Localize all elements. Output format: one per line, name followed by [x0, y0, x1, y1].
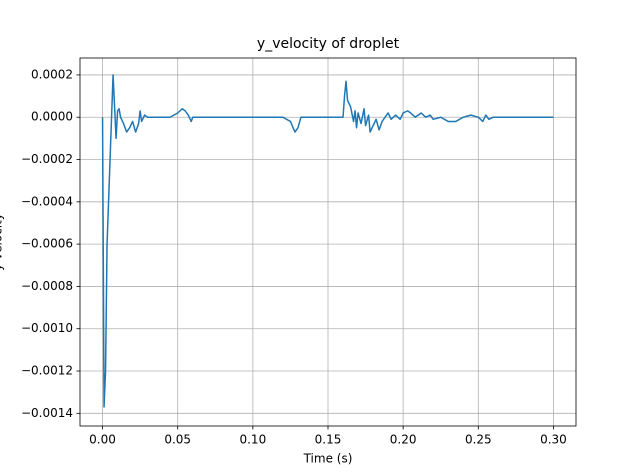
x-tick-label: 0.15	[315, 433, 342, 447]
y-tick-label: −0.0014	[21, 406, 73, 420]
x-tick-label: 0.30	[540, 433, 567, 447]
y-tick-label: −0.0004	[21, 194, 73, 208]
x-tick-label: 0.00	[89, 433, 116, 447]
y-tick-label: −0.0008	[21, 279, 73, 293]
x-tick-label: 0.05	[164, 433, 191, 447]
y-tick-label: −0.0006	[21, 237, 73, 251]
plot-frame	[79, 57, 577, 427]
y-tick-label: −0.0002	[21, 152, 73, 166]
y-axis-label: y velocity	[0, 213, 5, 271]
y-tick-label: −0.0012	[21, 364, 73, 378]
x-axis-label: Time (s)	[303, 452, 353, 466]
y-tick-label: 0.0000	[31, 110, 73, 124]
x-tick-label: 0.25	[465, 433, 492, 447]
x-tick-label: 0.20	[390, 433, 417, 447]
data-line	[101, 74, 554, 408]
y-tick-label: −0.0010	[21, 321, 73, 335]
chart-title: y_velocity of droplet	[257, 36, 400, 52]
y-tick-label: 0.0002	[31, 67, 73, 81]
x-tick-label: 0.10	[239, 433, 266, 447]
